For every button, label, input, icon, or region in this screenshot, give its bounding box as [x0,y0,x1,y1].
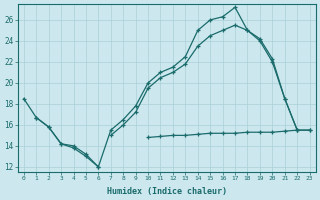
X-axis label: Humidex (Indice chaleur): Humidex (Indice chaleur) [107,187,227,196]
